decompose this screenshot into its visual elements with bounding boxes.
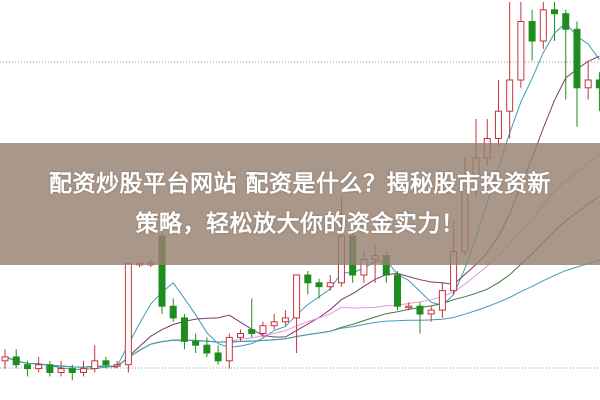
candle-body <box>237 333 245 338</box>
candle-body <box>12 356 20 366</box>
candle-body <box>35 364 43 370</box>
headline-line-2: 策略，轻松放大你的资金实力！ <box>135 211 465 237</box>
candle-body <box>506 79 514 112</box>
candle-body <box>427 309 435 315</box>
candle-body <box>494 110 502 139</box>
candle-body <box>192 340 200 346</box>
candle-body <box>270 321 278 327</box>
candle-body <box>23 364 31 370</box>
candle-body <box>68 368 76 374</box>
candle-body <box>180 317 188 342</box>
candle-body <box>304 274 312 284</box>
headline-banner: 配资炒股平台网站 配资是什么？揭秘股市投资新 策略，轻松放大你的资金实力！ <box>0 143 600 265</box>
candle-body <box>113 364 121 367</box>
candle-body <box>214 352 222 362</box>
headline-line-1: 配资炒股平台网站 配资是什么？揭秘股市投资新 <box>48 171 551 197</box>
candle-body <box>551 9 559 15</box>
candle-body <box>562 13 570 30</box>
candle-body <box>169 305 177 319</box>
ma60-line <box>4 259 600 368</box>
candle-body <box>293 274 301 319</box>
candle-body <box>203 344 211 354</box>
candle-body <box>584 79 592 89</box>
candle-body <box>517 21 525 81</box>
candle-body <box>595 79 600 89</box>
candle-body <box>405 305 413 309</box>
candle-body <box>281 317 289 323</box>
candle-body <box>326 282 334 288</box>
candle-body <box>416 305 424 315</box>
candle-body <box>528 21 536 42</box>
candle-body <box>539 9 547 42</box>
candle-body <box>1 356 9 362</box>
candle-body <box>259 325 267 335</box>
candle-body <box>91 360 99 370</box>
candle-body <box>394 274 402 307</box>
candle-body <box>80 368 88 374</box>
candle-body <box>225 336 233 362</box>
candle-body <box>315 282 323 288</box>
candle-body <box>57 368 65 374</box>
candle-body <box>438 290 446 311</box>
candle-body <box>46 364 54 374</box>
candle-body <box>573 28 581 89</box>
candle-body <box>124 262 132 366</box>
candle-body <box>102 360 110 366</box>
candle-body <box>248 329 256 335</box>
